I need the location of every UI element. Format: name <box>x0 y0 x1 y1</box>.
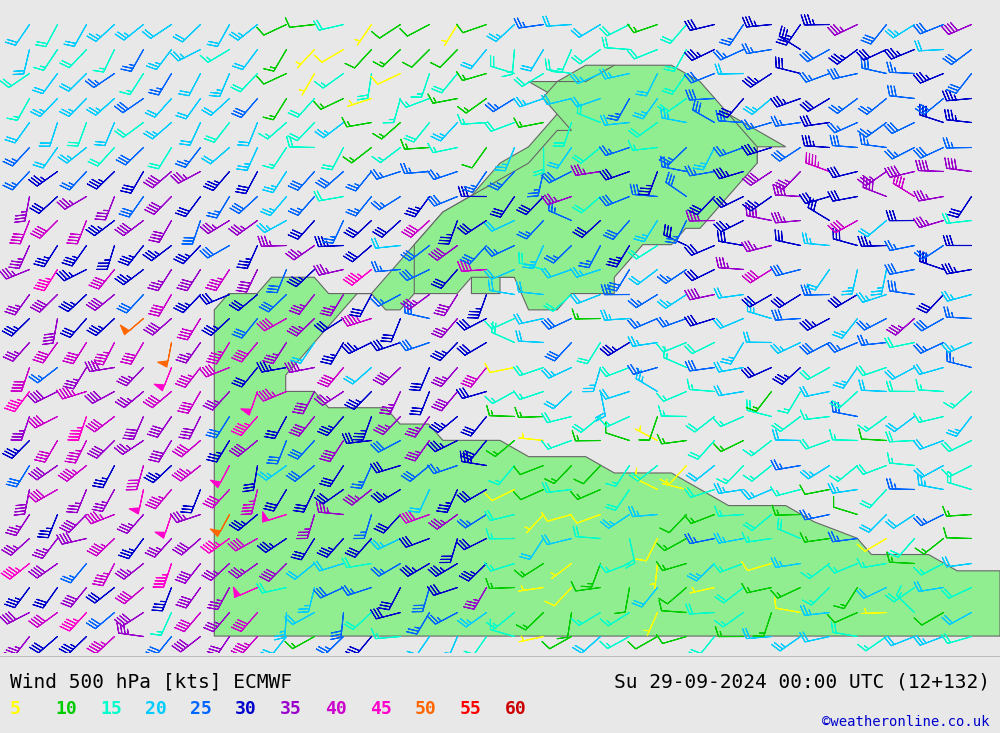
Text: 60: 60 <box>505 701 527 718</box>
Polygon shape <box>414 65 757 310</box>
Text: 25: 25 <box>190 701 212 718</box>
Text: 45: 45 <box>370 701 392 718</box>
Text: 40: 40 <box>325 701 347 718</box>
Text: 55: 55 <box>460 701 482 718</box>
Polygon shape <box>214 65 1000 636</box>
Text: 5: 5 <box>10 701 21 718</box>
Text: Wind 500 hPa [kts] ECMWF: Wind 500 hPa [kts] ECMWF <box>10 673 292 691</box>
Text: ©weatheronline.co.uk: ©weatheronline.co.uk <box>822 715 990 729</box>
Text: 35: 35 <box>280 701 302 718</box>
Text: 30: 30 <box>235 701 257 718</box>
Text: Su 29-09-2024 00:00 UTC (12+132): Su 29-09-2024 00:00 UTC (12+132) <box>614 673 990 691</box>
Text: 10: 10 <box>55 701 77 718</box>
Text: 50: 50 <box>415 701 437 718</box>
Text: 15: 15 <box>100 701 122 718</box>
Text: 20: 20 <box>145 701 167 718</box>
